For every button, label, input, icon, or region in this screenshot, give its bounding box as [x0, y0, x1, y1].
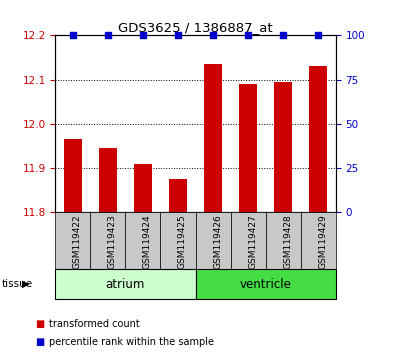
Point [280, 33, 286, 38]
Bar [55, 212, 90, 269]
Bar [301, 212, 336, 269]
Bar [196, 269, 336, 299]
Bar [204, 64, 222, 212]
Point [140, 33, 146, 38]
Point [105, 33, 111, 38]
Text: GSM119424: GSM119424 [143, 214, 152, 269]
Point [175, 33, 181, 38]
Text: percentile rank within the sample: percentile rank within the sample [49, 337, 214, 347]
Text: ■: ■ [36, 319, 45, 329]
Bar [275, 82, 292, 212]
Bar [90, 212, 126, 269]
Bar [231, 212, 265, 269]
Title: GDS3625 / 1386887_at: GDS3625 / 1386887_at [118, 21, 273, 34]
Text: tissue: tissue [2, 279, 33, 289]
Point [70, 33, 76, 38]
Bar [55, 269, 196, 299]
Text: ■: ■ [36, 337, 45, 347]
Text: ▶: ▶ [22, 279, 29, 289]
Text: GSM119428: GSM119428 [283, 214, 292, 269]
Bar [239, 84, 257, 212]
Bar [169, 179, 187, 212]
Point [210, 33, 216, 38]
Bar [99, 148, 117, 212]
Bar [265, 212, 301, 269]
Text: atrium: atrium [106, 278, 145, 291]
Bar [160, 212, 196, 269]
Bar [309, 66, 327, 212]
Text: transformed count: transformed count [49, 319, 140, 329]
Text: GSM119425: GSM119425 [178, 214, 187, 269]
Text: ventricle: ventricle [240, 278, 292, 291]
Bar [134, 164, 152, 212]
Point [245, 33, 251, 38]
Text: GSM119426: GSM119426 [213, 214, 222, 269]
Point [315, 33, 322, 38]
Text: GSM119423: GSM119423 [108, 214, 117, 269]
Text: GSM119429: GSM119429 [318, 214, 327, 269]
Bar [64, 139, 82, 212]
Bar [126, 212, 160, 269]
Text: GSM119427: GSM119427 [248, 214, 257, 269]
Text: GSM119422: GSM119422 [73, 214, 82, 269]
Bar [196, 212, 231, 269]
